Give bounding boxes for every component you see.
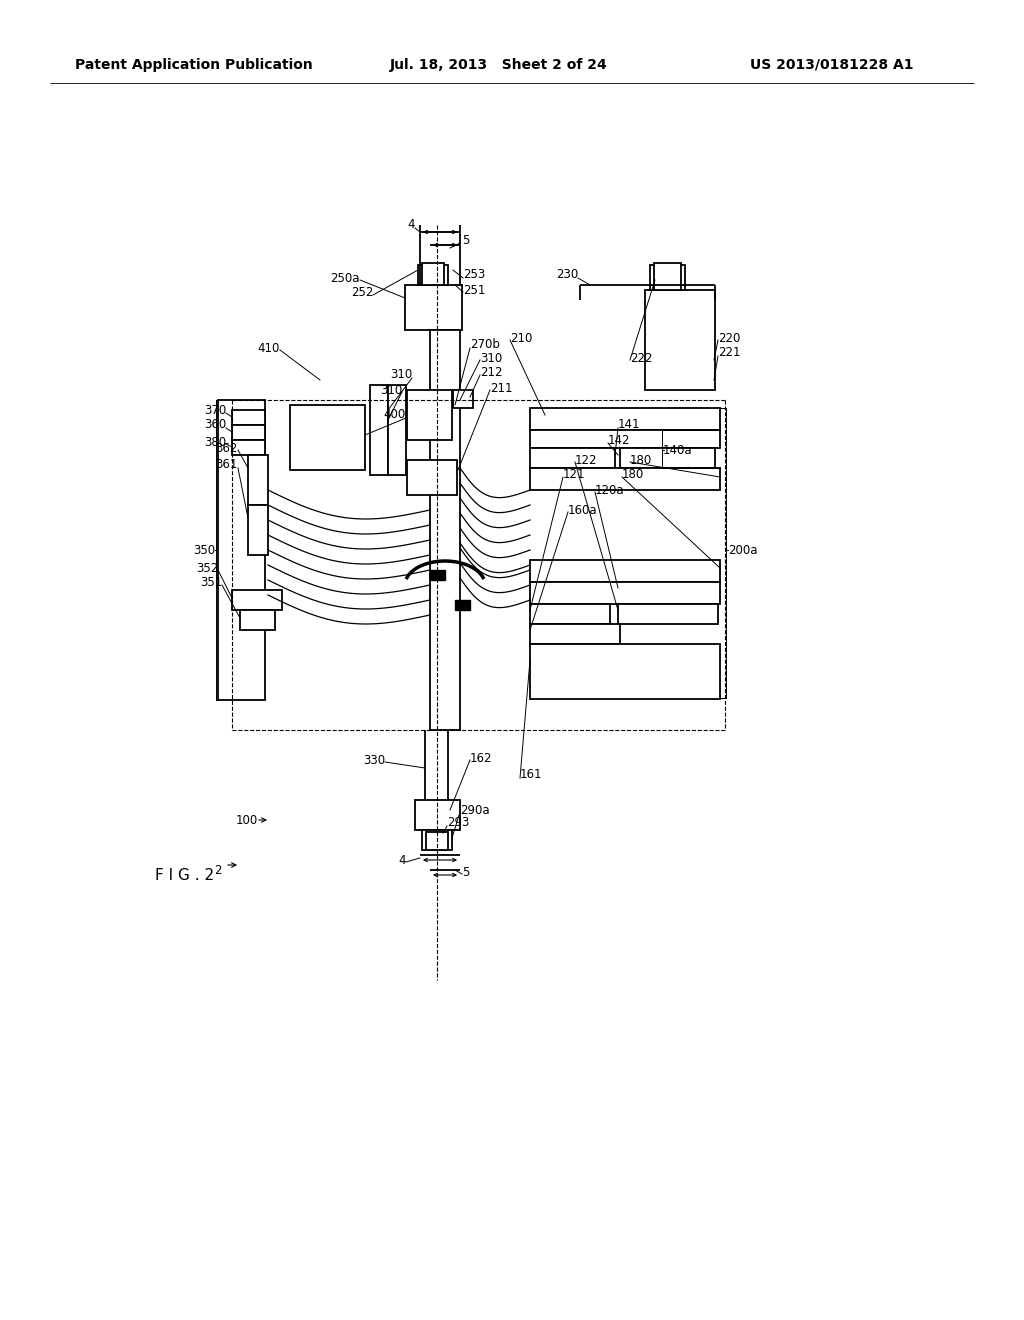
Bar [430, 330, 460, 730]
Text: F I G . 2: F I G . 2 [155, 867, 214, 883]
Text: 5: 5 [462, 866, 469, 879]
Bar [618, 605, 718, 624]
Text: US 2013/0181228 A1: US 2013/0181228 A1 [750, 58, 913, 73]
Text: 141: 141 [618, 418, 640, 432]
Bar [530, 560, 720, 582]
Bar [654, 263, 681, 290]
Text: 352: 352 [196, 561, 218, 574]
Text: 140a: 140a [663, 444, 692, 457]
Text: 360: 360 [204, 418, 226, 432]
Bar [290, 405, 365, 470]
Text: 211: 211 [490, 381, 512, 395]
Text: 350: 350 [193, 544, 215, 557]
Bar [453, 389, 473, 408]
Text: 221: 221 [718, 346, 740, 359]
Text: 4: 4 [408, 219, 415, 231]
Text: 310: 310 [480, 351, 502, 364]
Text: 380: 380 [204, 436, 226, 449]
Text: 120a: 120a [595, 483, 625, 496]
Text: 310: 310 [380, 384, 402, 396]
Bar [232, 440, 265, 455]
Bar [370, 385, 388, 475]
Text: 351: 351 [200, 577, 222, 590]
Text: 5: 5 [462, 234, 469, 247]
Text: 222: 222 [630, 351, 652, 364]
Text: 270b: 270b [470, 338, 500, 351]
Text: 210: 210 [510, 331, 532, 345]
Bar [422, 263, 444, 285]
Bar [407, 459, 457, 495]
Text: 4: 4 [398, 854, 406, 866]
Text: 230: 230 [556, 268, 578, 281]
Bar [232, 590, 282, 610]
Bar [415, 800, 460, 830]
Text: 252: 252 [350, 286, 373, 300]
Bar [530, 644, 720, 700]
Text: Patent Application Publication: Patent Application Publication [75, 58, 312, 73]
Text: 310: 310 [390, 368, 412, 381]
Bar [240, 610, 275, 630]
Bar [218, 400, 265, 700]
Bar [430, 570, 445, 579]
Bar [406, 285, 462, 330]
Bar [418, 265, 449, 285]
Text: 293: 293 [447, 817, 469, 829]
Bar [645, 290, 715, 389]
Bar [530, 408, 720, 430]
Bar [620, 447, 715, 469]
Bar [530, 605, 610, 624]
Text: 410: 410 [258, 342, 280, 355]
Text: 251: 251 [463, 284, 485, 297]
Text: 161: 161 [520, 768, 543, 781]
Bar [530, 624, 620, 644]
Bar [422, 830, 452, 850]
Text: 2: 2 [214, 863, 222, 876]
Text: 290a: 290a [460, 804, 489, 817]
Text: 162: 162 [470, 751, 493, 764]
Text: 250a: 250a [331, 272, 360, 285]
Text: 253: 253 [463, 268, 485, 281]
Text: 142: 142 [608, 433, 631, 446]
Text: 370: 370 [204, 404, 226, 417]
Text: 180: 180 [622, 469, 644, 482]
Bar [530, 582, 720, 605]
Text: 200a: 200a [728, 544, 758, 557]
Text: 180: 180 [630, 454, 652, 466]
Text: Jul. 18, 2013   Sheet 2 of 24: Jul. 18, 2013 Sheet 2 of 24 [390, 58, 608, 73]
Text: 121: 121 [563, 469, 586, 482]
Text: 400: 400 [384, 408, 406, 421]
Bar [530, 469, 720, 490]
Text: 330: 330 [362, 754, 385, 767]
Text: 220: 220 [718, 331, 740, 345]
Text: 212: 212 [480, 367, 503, 380]
Bar [455, 601, 470, 610]
Bar [248, 506, 268, 554]
Bar [426, 832, 449, 850]
Text: 100: 100 [236, 813, 258, 826]
Text: 122: 122 [575, 454, 597, 466]
Bar [232, 411, 265, 425]
Bar [530, 430, 720, 447]
Text: 361: 361 [216, 458, 238, 471]
Bar [530, 447, 615, 469]
Text: 160a: 160a [568, 503, 598, 516]
Bar [248, 455, 268, 506]
Bar [650, 265, 685, 290]
Bar [232, 425, 265, 440]
Bar [407, 389, 452, 440]
Bar [388, 385, 406, 475]
Text: 362: 362 [216, 441, 238, 454]
